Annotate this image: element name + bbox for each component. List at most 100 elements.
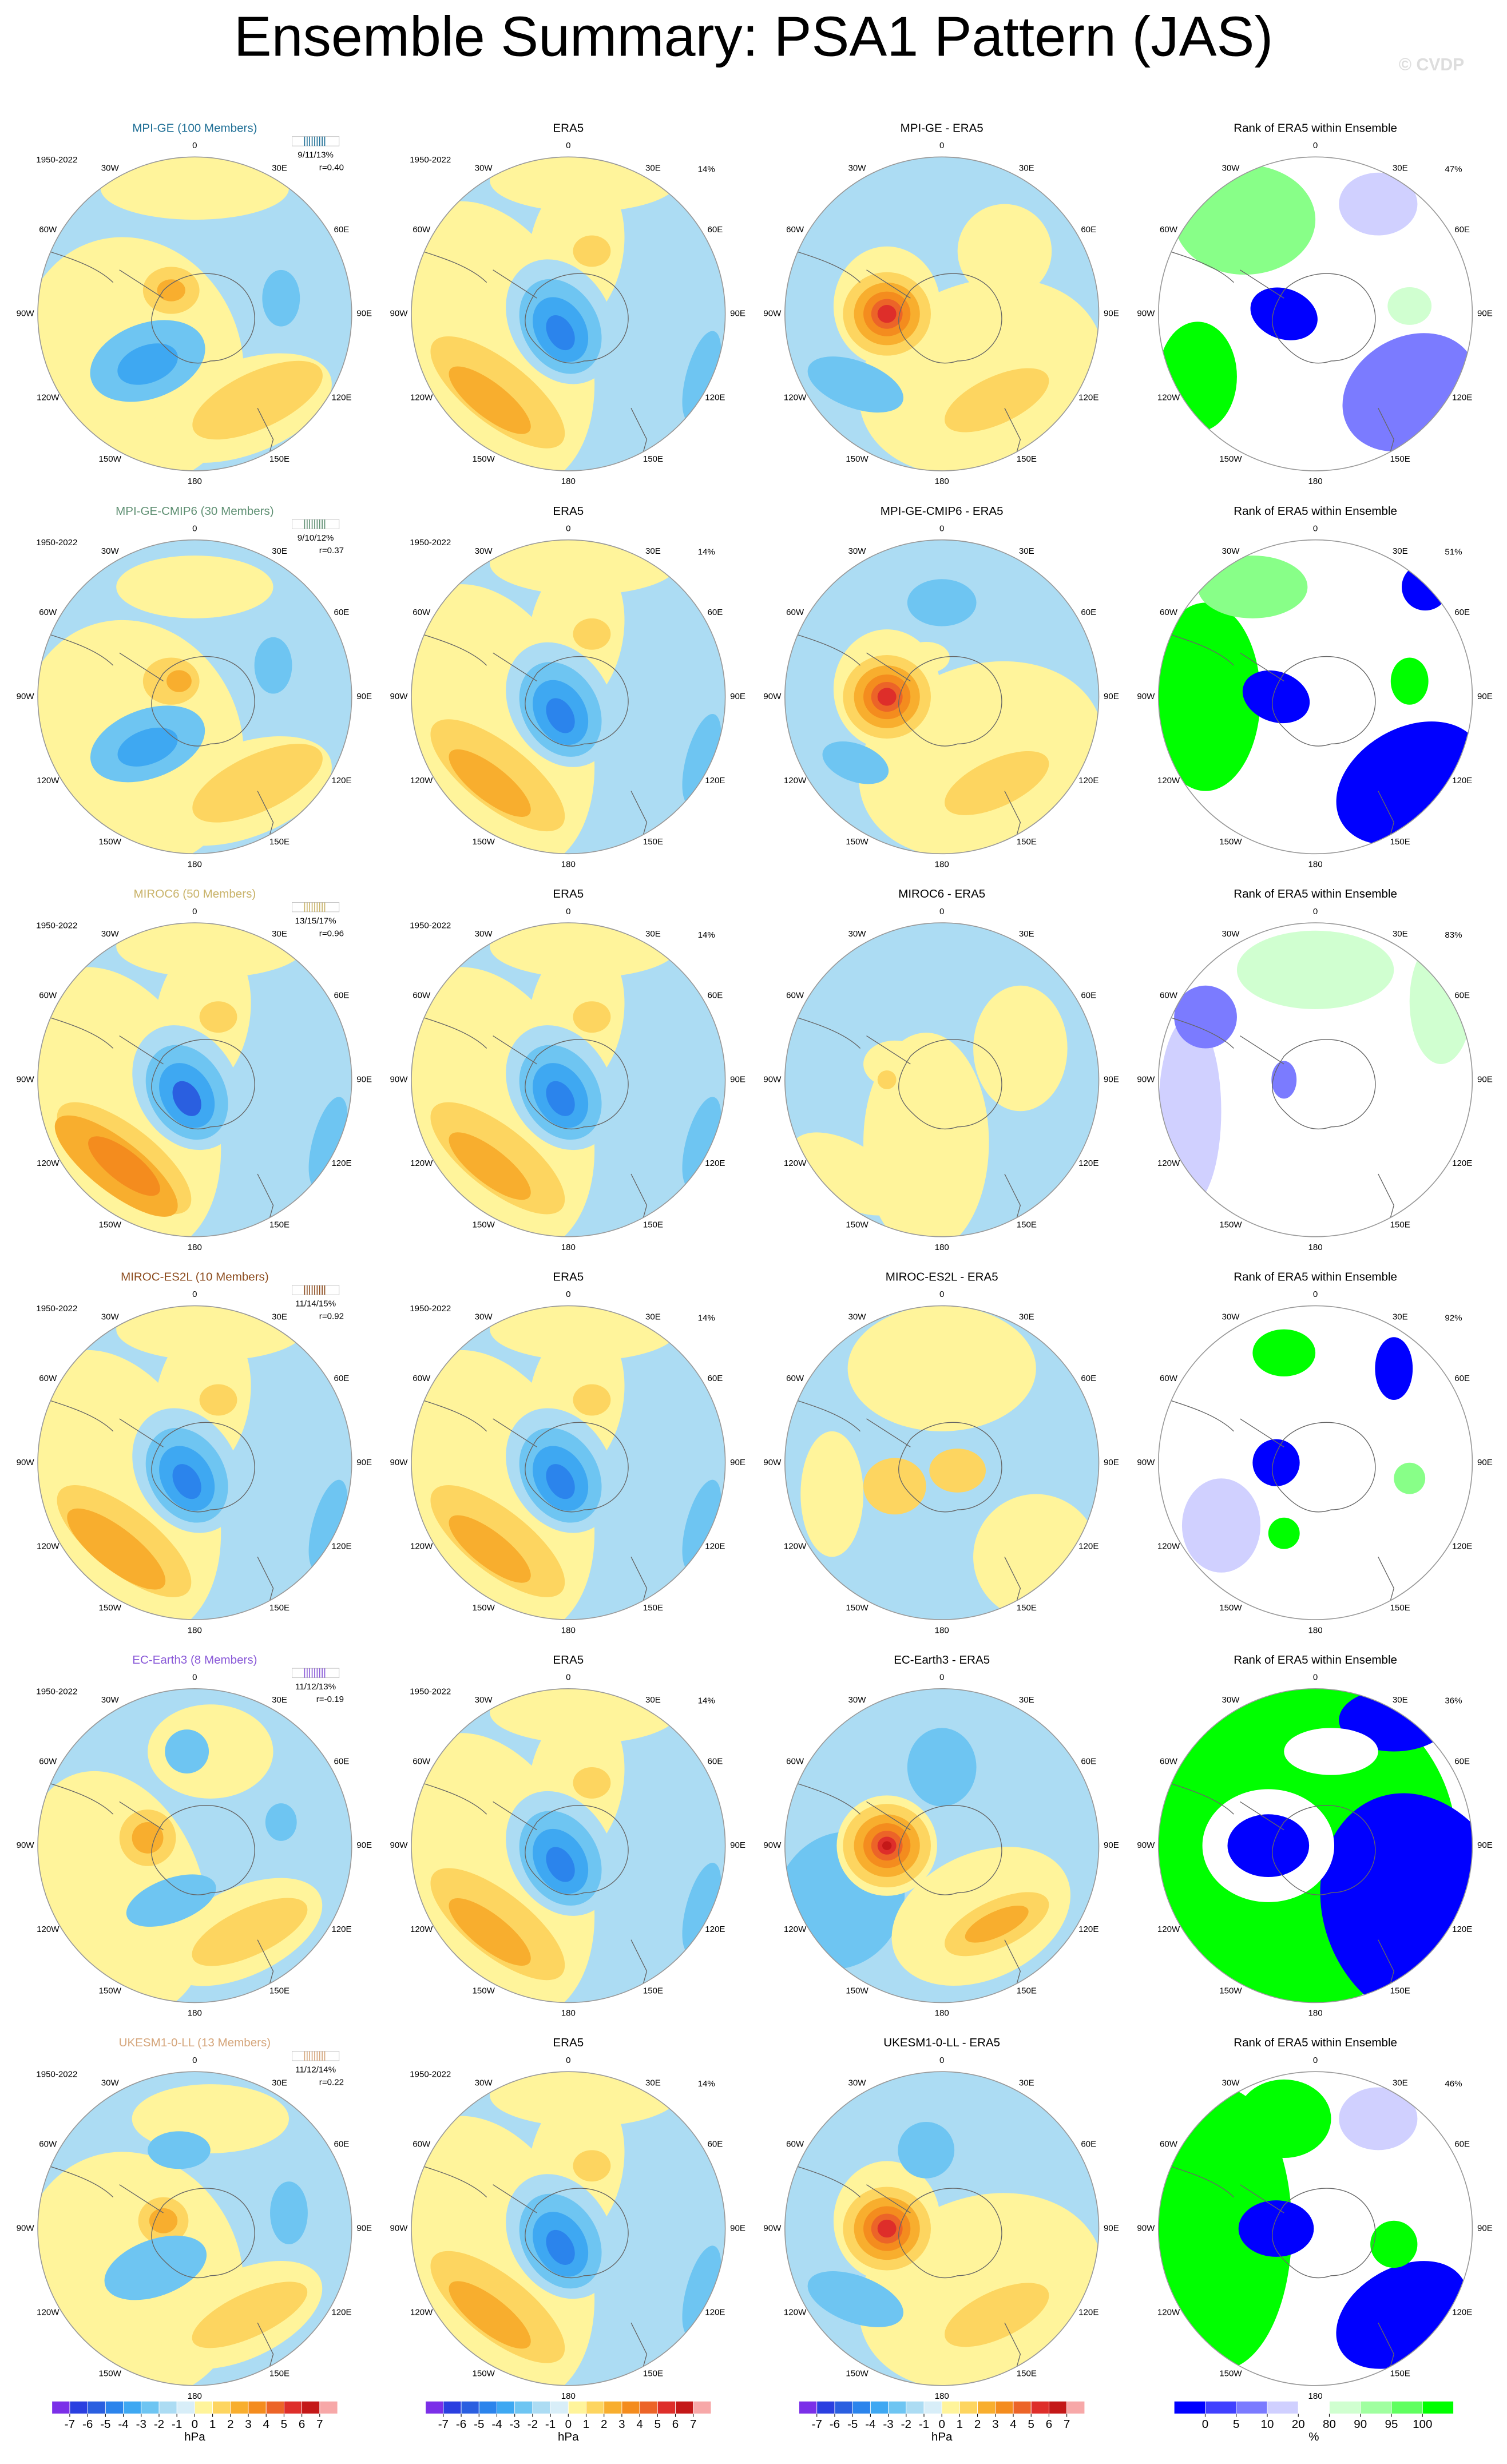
variance-percent: 14% xyxy=(698,930,715,940)
contour-region xyxy=(1375,1337,1413,1400)
longitude-label: 30W xyxy=(475,163,493,173)
longitude-label: 60E xyxy=(334,991,350,1001)
longitude-label: 60E xyxy=(1454,225,1470,235)
colorbar-tick-label: -1 xyxy=(919,2418,929,2431)
difference-title: MIROC-ES2L - ERA5 xyxy=(886,1270,998,1283)
longitude-label: 120W xyxy=(1157,1542,1180,1552)
contour-region xyxy=(116,923,305,978)
coastline xyxy=(784,630,1021,851)
contour-region xyxy=(573,618,611,650)
colorbar-box xyxy=(443,2400,462,2414)
map-border xyxy=(37,539,352,855)
contour-region xyxy=(88,1136,160,1196)
longitude-label: 30W xyxy=(475,929,493,939)
longitude-label: 150E xyxy=(1390,1603,1410,1613)
rank-title: Rank of ERA5 within Ensemble xyxy=(1234,2036,1397,2049)
longitude-label: 120E xyxy=(1078,776,1098,785)
map xyxy=(38,1688,352,2003)
longitude-label: 180 xyxy=(188,1625,202,1635)
longitude-label: 0 xyxy=(1313,1673,1318,1683)
variance-percent: 14% xyxy=(698,1696,715,1706)
longitude-label: 150W xyxy=(846,454,868,464)
longitude-label: 60W xyxy=(39,1756,57,1766)
coastline xyxy=(38,1779,274,2000)
coastline xyxy=(411,630,648,851)
longitude-label: 90W xyxy=(390,692,409,701)
longitude-label: 180 xyxy=(1308,860,1323,870)
colorbar-tick-label: 20 xyxy=(1292,2418,1305,2431)
contour-region xyxy=(791,1132,905,1216)
longitude-label: 60E xyxy=(1454,608,1470,617)
longitude-label: 90E xyxy=(1104,2223,1119,2233)
longitude-label: 150E xyxy=(1390,1220,1410,1230)
longitude-label: 30W xyxy=(1222,1312,1240,1322)
period: 1950-2022 xyxy=(410,1687,451,1696)
longitude-label: 120W xyxy=(784,1542,807,1552)
longitude-label: 180 xyxy=(188,477,202,486)
colorbar-box xyxy=(69,2400,88,2414)
colorbar-box xyxy=(248,2400,267,2414)
contour-region xyxy=(546,2229,575,2265)
difference-title: MIROC6 - ERA5 xyxy=(898,887,985,900)
contour-region xyxy=(172,1081,201,1116)
contour-region xyxy=(262,269,300,327)
coastline xyxy=(411,1013,648,1234)
colorbar-box xyxy=(265,2400,284,2414)
contour-region xyxy=(1252,1439,1300,1486)
longitude-label: 150W xyxy=(846,837,868,847)
period: 1950-2022 xyxy=(36,538,77,547)
map-border xyxy=(784,1305,1100,1620)
longitude-label: 0 xyxy=(1313,1289,1318,1299)
period: 1950-2022 xyxy=(36,2070,77,2080)
longitude-label: 150E xyxy=(1017,1220,1037,1230)
colorbar-box xyxy=(302,2400,320,2414)
longitude-label: 90W xyxy=(390,2223,409,2233)
longitude-label: 90E xyxy=(730,1458,745,1467)
longitude-label: 120W xyxy=(784,2307,807,2317)
longitude-label: 120W xyxy=(37,776,60,785)
rank-percent: 51% xyxy=(1445,547,1462,557)
contour-region xyxy=(308,1479,348,1572)
longitude-label: 30E xyxy=(272,929,287,939)
contour-region xyxy=(898,2121,955,2179)
longitude-label: 30W xyxy=(1222,929,1240,939)
colorbar-box xyxy=(1298,2400,1330,2414)
era5-title: ERA5 xyxy=(553,2036,584,2049)
longitude-label: 120E xyxy=(1452,1158,1472,1168)
rank-title: Rank of ERA5 within Ensemble xyxy=(1234,887,1397,900)
longitude-label: 180 xyxy=(1308,2391,1323,2401)
coastline xyxy=(38,1396,274,1617)
period: 1950-2022 xyxy=(410,1304,451,1314)
longitude-label: 150W xyxy=(472,837,495,847)
longitude-label: 60W xyxy=(413,1756,431,1766)
longitude-label: 90W xyxy=(1137,1840,1155,1850)
longitude-label: 60E xyxy=(334,1756,350,1766)
longitude-label: 30W xyxy=(848,2078,867,2088)
coastline xyxy=(1158,1396,1395,1617)
longitude-label: 180 xyxy=(561,477,576,486)
rank-title: Rank of ERA5 within Ensemble xyxy=(1234,505,1397,518)
longitude-label: 30W xyxy=(1222,1695,1240,1705)
longitude-label: 60E xyxy=(334,1374,350,1383)
longitude-label: 30E xyxy=(645,163,661,173)
contour-region xyxy=(807,356,903,413)
contour-region xyxy=(192,360,323,440)
longitude-label: 90E xyxy=(1477,1458,1493,1467)
rank-percent: 46% xyxy=(1445,2079,1462,2089)
longitude-label: 30W xyxy=(475,546,493,556)
map xyxy=(411,539,725,854)
map xyxy=(784,1306,1099,1620)
colorbar-box xyxy=(568,2400,586,2414)
colorbar-tick-label: -4 xyxy=(865,2418,875,2431)
contour-region xyxy=(907,1728,977,1807)
longitude-label: 180 xyxy=(561,2391,576,2401)
longitude-label: 30E xyxy=(1393,1312,1408,1322)
longitude-label: 60E xyxy=(1081,991,1096,1001)
longitude-label: 90W xyxy=(17,309,35,319)
colorbar-tick-label: 0 xyxy=(192,2418,198,2431)
longitude-label: 30E xyxy=(272,1695,287,1705)
longitude-label: 150E xyxy=(1390,2369,1410,2379)
contour-region xyxy=(973,985,1068,1112)
contour-region xyxy=(490,1688,679,1744)
colorbar-tick-label: 2 xyxy=(974,2418,981,2431)
